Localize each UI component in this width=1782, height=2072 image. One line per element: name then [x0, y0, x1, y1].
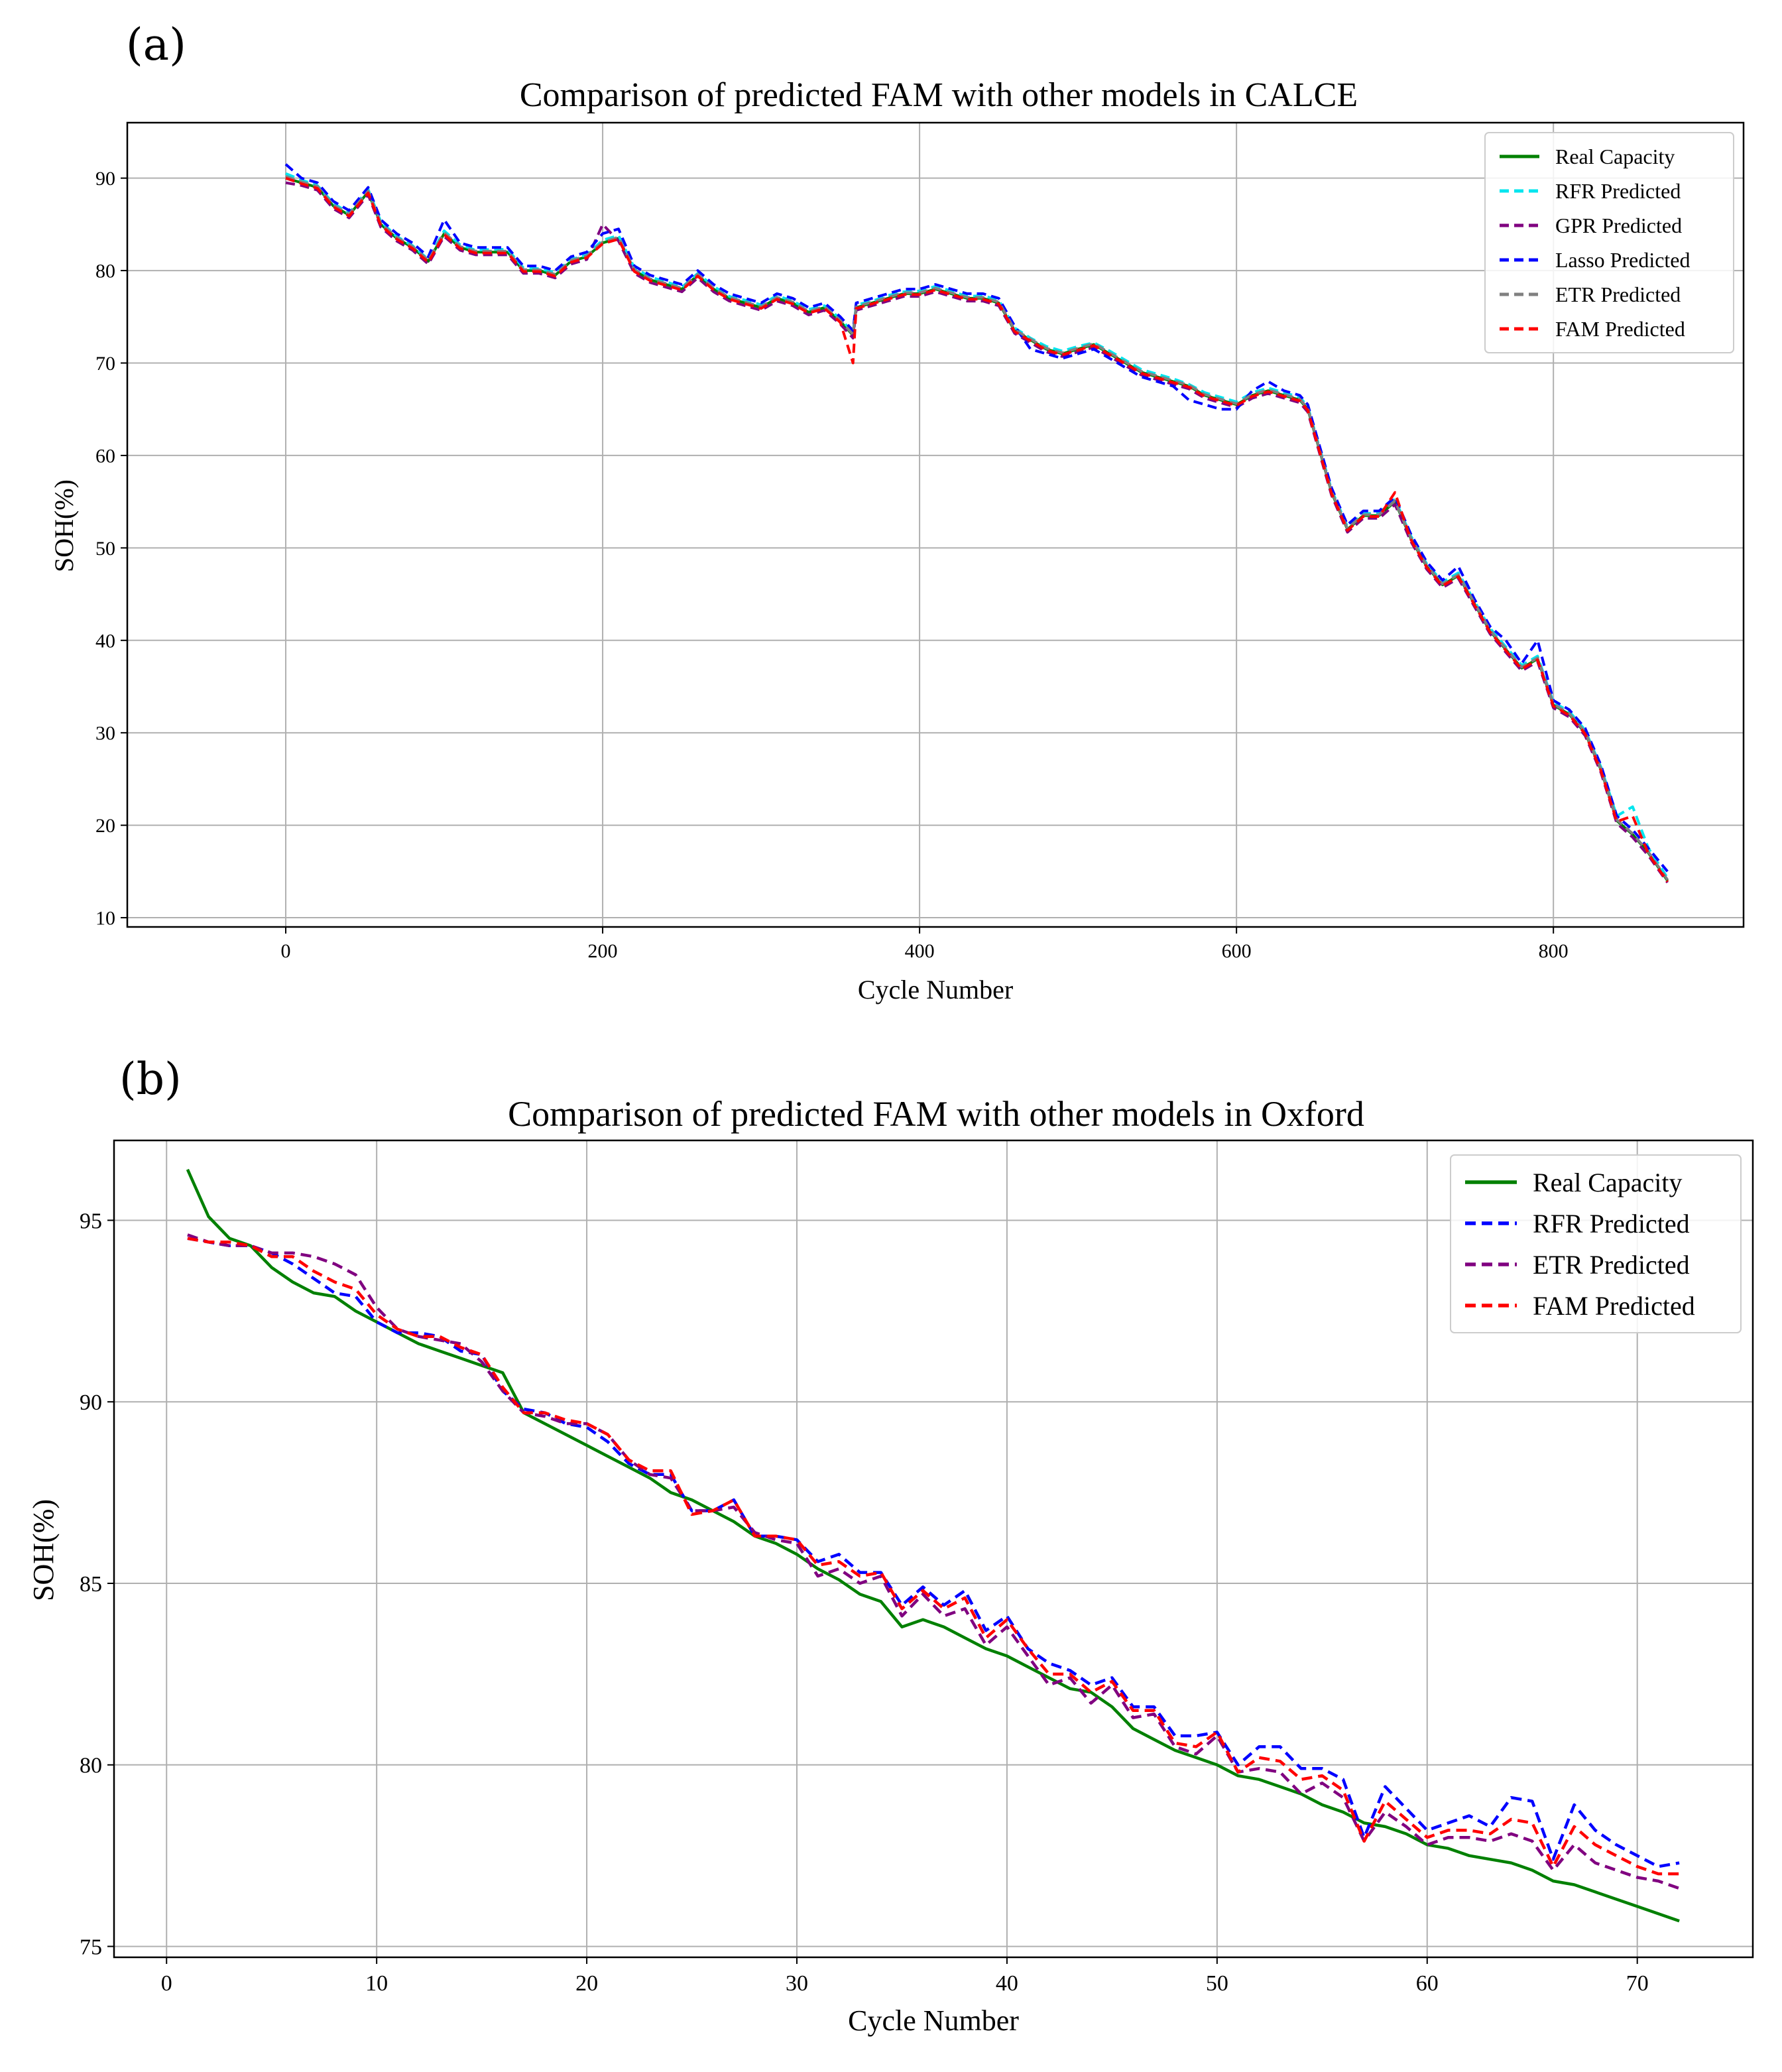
series-line-rfr-predicted	[187, 1237, 1680, 1868]
y-tick-label: 80	[80, 1754, 102, 1778]
legend-label: FAM Predicted	[1533, 1291, 1695, 1321]
panel-a-plot-frame	[126, 121, 1745, 928]
x-tick-label: 20	[575, 1971, 598, 1996]
panel-b-grid	[114, 1140, 1753, 1957]
panel-b-xlabel: Cycle Number	[848, 2004, 1019, 2037]
x-tick-label: 60	[1416, 1971, 1439, 1996]
series-line-real-capacity	[186, 1168, 1680, 1923]
series-line-lasso-predicted	[284, 163, 1669, 873]
panel-b-legend: Real Capacity RFR Predicted ETR Predicted F…	[1450, 1154, 1742, 1333]
series-line-rfr-predicted	[285, 172, 1669, 879]
legend-box	[1450, 1154, 1742, 1333]
panel-a-title: Comparison of predicted FAM with other m…	[520, 76, 1358, 114]
series-line-etr-predicted	[187, 1233, 1680, 1890]
x-tick-label: 200	[588, 940, 618, 962]
x-tick-label: 30	[786, 1971, 808, 1996]
legend-label: RFR Predicted	[1555, 179, 1681, 203]
legend-label: Lasso Predicted	[1555, 248, 1691, 272]
x-tick-label: 40	[996, 1971, 1018, 1996]
panel-b-chart: (b) Comparison of predicted FAM with oth…	[27, 1054, 1754, 2037]
legend-label: Real Capacity	[1533, 1168, 1682, 1197]
series-line-fam-predicted	[285, 176, 1669, 883]
x-tick-label: 0	[161, 1971, 172, 1996]
panel-b-ticks: 0 10 20 30 40 50 60 70 75 80 85 90 95	[80, 1209, 1649, 1996]
panel-a-chart: (a) Comparison of predicted FAM with oth…	[49, 19, 1745, 1005]
y-tick-label: 60	[95, 445, 115, 467]
x-tick-label: 70	[1626, 1971, 1649, 1996]
legend-box	[1484, 132, 1734, 353]
panel-a-ticks: 0 200 400 600 800 10 20 30 40 50 60 70 80 90	[95, 168, 1569, 962]
panel-a-series	[284, 163, 1669, 884]
y-tick-label: 85	[80, 1572, 102, 1597]
panel-b-plot-frame	[113, 1139, 1754, 1959]
series-line-etr-predicted	[285, 175, 1669, 881]
panel-b-title: Comparison of predicted FAM with other m…	[508, 1094, 1364, 1134]
y-tick-label: 95	[80, 1209, 102, 1233]
legend-label: FAM Predicted	[1555, 317, 1685, 341]
y-tick-label: 90	[80, 1390, 102, 1415]
x-tick-label: 10	[365, 1971, 388, 1996]
x-tick-label: 600	[1222, 940, 1252, 962]
series-line-gpr-predicted	[285, 181, 1669, 884]
panel-a-label: (a)	[126, 19, 186, 70]
panel-b-ylabel: SOH(%)	[27, 1499, 60, 1601]
legend-label: GPR Predicted	[1555, 213, 1682, 237]
series-line-real-capacity	[285, 176, 1669, 882]
y-tick-label: 80	[95, 261, 115, 282]
y-tick-label: 30	[95, 723, 115, 745]
panel-b-series	[186, 1168, 1680, 1923]
y-tick-label: 75	[80, 1935, 102, 1959]
legend-label: RFR Predicted	[1533, 1209, 1690, 1239]
y-tick-label: 40	[95, 630, 115, 652]
x-tick-label: 50	[1206, 1971, 1228, 1996]
y-tick-label: 50	[95, 538, 115, 560]
panel-b-label: (b)	[119, 1054, 182, 1105]
panel-a-xlabel: Cycle Number	[858, 975, 1013, 1005]
panel-a-grid	[127, 123, 1744, 927]
y-tick-label: 10	[95, 908, 115, 930]
series-line-fam-predicted	[187, 1237, 1680, 1876]
panel-a-ylabel: SOH(%)	[49, 479, 79, 572]
x-tick-label: 0	[281, 940, 291, 962]
panel-a-legend: Real Capacity RFR Predicted GPR Predicted L…	[1484, 132, 1734, 353]
y-tick-label: 20	[95, 815, 115, 837]
y-tick-label: 90	[95, 168, 115, 190]
legend-label: ETR Predicted	[1555, 282, 1681, 306]
x-tick-label: 800	[1539, 940, 1569, 962]
x-tick-label: 400	[905, 940, 935, 962]
legend-label: ETR Predicted	[1533, 1250, 1690, 1280]
legend-label: Real Capacity	[1555, 145, 1675, 168]
y-tick-label: 70	[95, 353, 115, 375]
